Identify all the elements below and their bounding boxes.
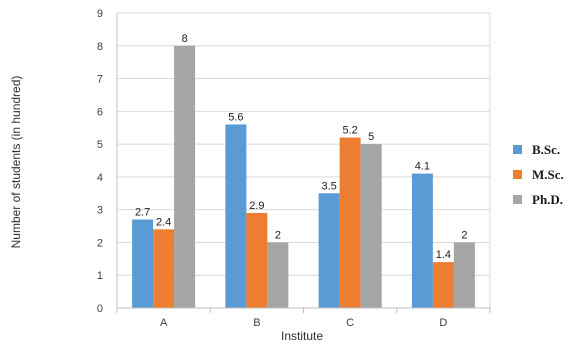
- data-label: 4.1: [415, 161, 430, 173]
- legend: B.Sc. M.Sc. Ph.D.: [513, 142, 564, 207]
- data-label: 5: [368, 131, 374, 143]
- bar: [267, 242, 289, 308]
- y-tick-label: 1: [97, 270, 103, 282]
- bar: [174, 45, 196, 309]
- y-tick-label: 9: [97, 8, 103, 20]
- legend-label: B.Sc.: [532, 142, 560, 157]
- y-tick-label: 8: [97, 41, 103, 53]
- y-tick-label: 7: [97, 74, 103, 86]
- data-label: 1.4: [436, 249, 451, 261]
- axes: 0 1 2 3 4 5 6 7 8 9 A B C D: [97, 8, 491, 329]
- y-axis-title: Number of students (in hundred): [9, 76, 23, 249]
- y-tick-label: 4: [97, 172, 103, 184]
- bar: [411, 173, 433, 308]
- data-label: 5.6: [228, 111, 243, 123]
- bar: [246, 212, 268, 308]
- data-label: 2: [275, 229, 281, 241]
- x-tick-label: B: [253, 317, 260, 329]
- y-tick-label: 3: [97, 205, 103, 217]
- data-label: 2.9: [249, 200, 264, 212]
- bar: [153, 229, 175, 308]
- bar: [225, 124, 247, 308]
- y-tick-label: 6: [97, 106, 103, 118]
- data-label: 3.5: [321, 180, 336, 192]
- y-tick-label: 2: [97, 237, 103, 249]
- data-label: 8: [182, 33, 188, 45]
- bar: [132, 219, 154, 308]
- bar: [432, 262, 454, 308]
- legend-label: Ph.D.: [532, 192, 563, 207]
- bar: [360, 144, 382, 308]
- legend-swatch: [513, 195, 522, 204]
- bar: [339, 137, 361, 308]
- data-label: 2.4: [156, 216, 171, 228]
- data-label: 2: [461, 229, 467, 241]
- y-tick-label: 0: [97, 303, 103, 315]
- data-label: 5.2: [342, 125, 357, 137]
- legend-label: M.Sc.: [532, 167, 564, 182]
- y-tick-label: 5: [97, 139, 103, 151]
- data-label: 2.7: [135, 207, 150, 219]
- bar: [318, 193, 340, 308]
- x-tick-label: C: [346, 317, 354, 329]
- data-labels: 2.7 2.4 8 5.6 2.9 2 3.5 5.2 5 4.1 1.4 2: [135, 33, 467, 261]
- legend-swatch: [513, 145, 522, 154]
- legend-swatch: [513, 170, 522, 179]
- x-tick-label: D: [439, 317, 447, 329]
- bar: [453, 242, 475, 308]
- x-tick-label: A: [160, 317, 168, 329]
- bars: [132, 45, 475, 309]
- x-axis-title: Institute: [281, 329, 323, 343]
